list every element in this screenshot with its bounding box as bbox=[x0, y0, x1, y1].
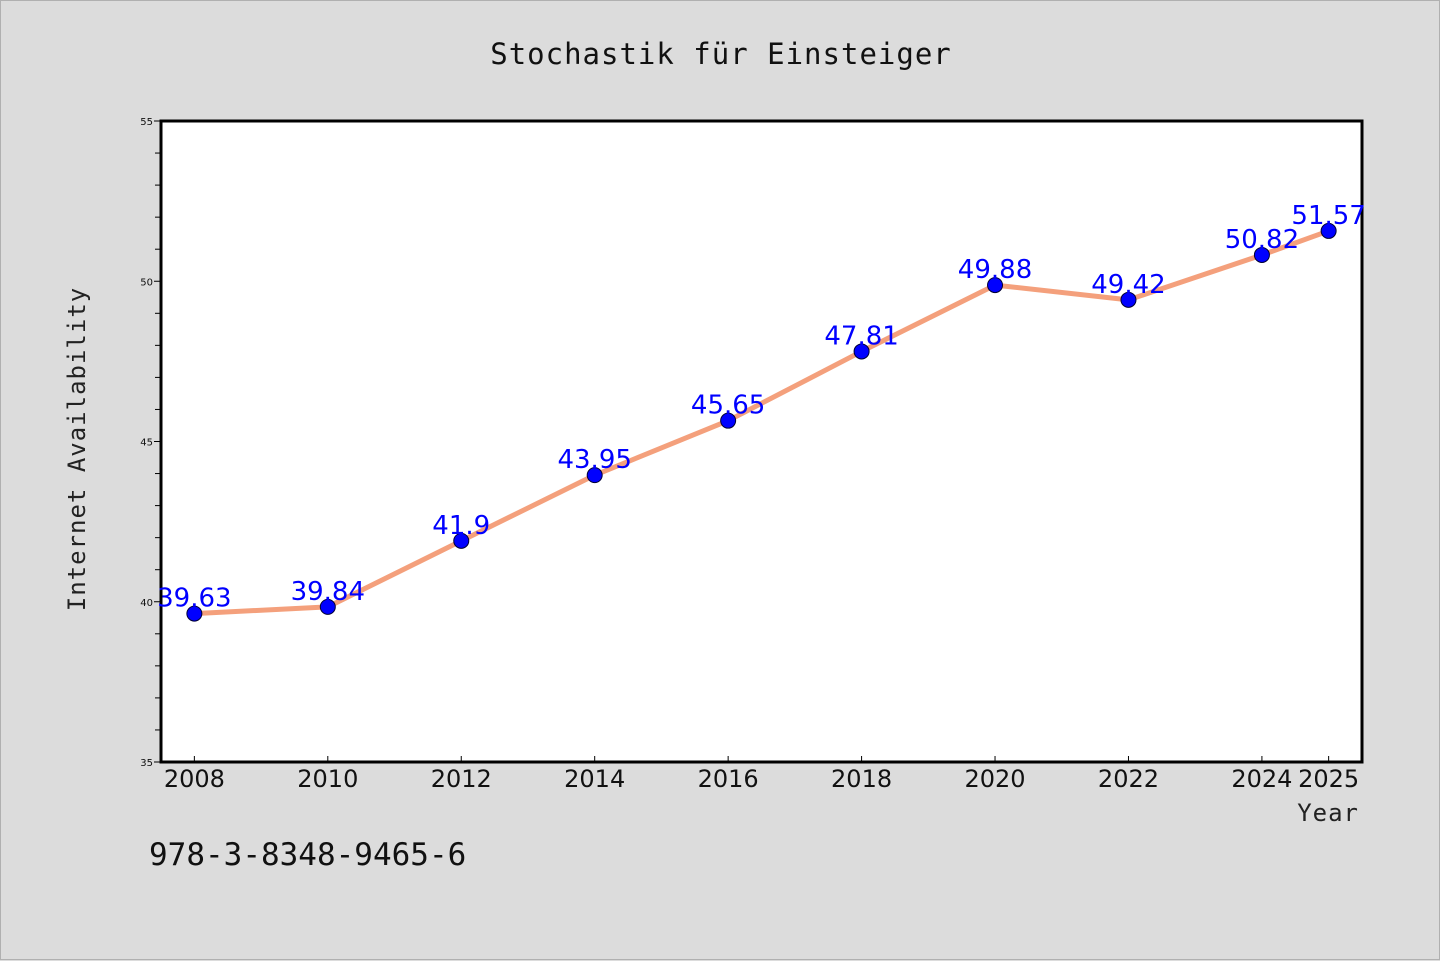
data-point bbox=[1253, 246, 1270, 263]
data-label: 39.84 bbox=[291, 577, 365, 607]
series-line bbox=[191, 228, 1332, 617]
x-tick-label: 2018 bbox=[831, 765, 892, 793]
x-tick-label: 2014 bbox=[564, 765, 625, 793]
y-tick-label: 35 bbox=[140, 758, 153, 769]
x-tick-label: 2008 bbox=[164, 765, 225, 793]
data-point bbox=[1320, 222, 1337, 239]
y-tick-label: 45 bbox=[140, 438, 153, 449]
y-tick-label: 50 bbox=[140, 277, 153, 288]
x-tick-label: 2020 bbox=[964, 765, 1025, 793]
y-tick-label: 55 bbox=[140, 117, 153, 128]
chart-title: Stochastik für Einsteiger bbox=[490, 37, 952, 71]
series-layer: 39.63 39.84 41.9 43.95 45.65 47.81 49.88 49.42 5… bbox=[157, 201, 1366, 622]
y-axis: 35 40 45 50 55 bbox=[140, 117, 161, 769]
data-point bbox=[720, 412, 737, 429]
data-point bbox=[186, 605, 203, 622]
x-tick-label: 2010 bbox=[297, 765, 358, 793]
x-tick-label: 2022 bbox=[1098, 765, 1159, 793]
data-label: 45.65 bbox=[691, 391, 765, 421]
data-label: 49.42 bbox=[1091, 270, 1165, 300]
plot-area bbox=[159, 119, 1364, 764]
x-tick-label: 2025 bbox=[1298, 765, 1359, 793]
x-axis-title: Year bbox=[1297, 799, 1359, 827]
data-point bbox=[987, 277, 1004, 294]
data-label: 49.88 bbox=[958, 255, 1032, 285]
data-point bbox=[853, 343, 870, 360]
y-axis-title: Internet Availability bbox=[63, 287, 91, 611]
x-tick-label: 2016 bbox=[698, 765, 759, 793]
data-label: 47.81 bbox=[824, 321, 898, 351]
data-point bbox=[319, 598, 336, 615]
x-tick-label: 2024 bbox=[1231, 765, 1292, 793]
data-label: 39.63 bbox=[157, 584, 231, 614]
y-tick-label: 40 bbox=[140, 598, 153, 609]
data-point bbox=[453, 532, 470, 549]
x-tick-label: 2012 bbox=[431, 765, 492, 793]
x-axis: 2008 2010 2012 2014 2016 2018 2020 2022 2024 2025 bbox=[164, 756, 1359, 793]
data-label: 43.95 bbox=[557, 445, 631, 475]
isbn-text: 978-3-8348-9465-6 bbox=[149, 837, 466, 873]
data-point bbox=[1120, 291, 1137, 308]
data-point bbox=[586, 467, 603, 484]
data-label: 50.82 bbox=[1225, 225, 1299, 255]
data-label: 41.9 bbox=[432, 511, 490, 541]
data-label: 51.57 bbox=[1291, 201, 1365, 231]
